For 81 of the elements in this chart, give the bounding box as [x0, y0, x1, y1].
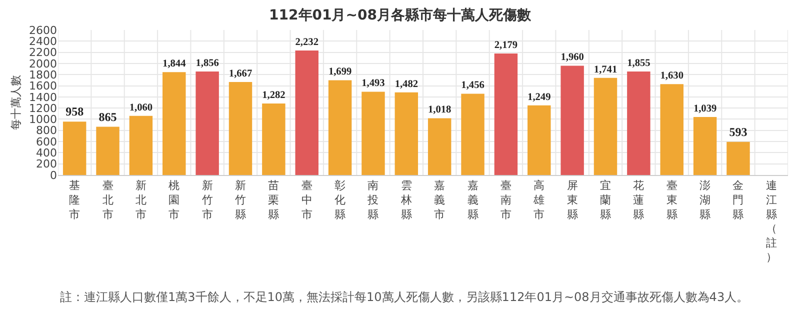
data-label: 1,699: [328, 66, 352, 78]
x-tick-label: 桃園市: [168, 179, 180, 221]
x-tick-label: 新竹縣: [235, 179, 246, 221]
data-label: 1,844: [162, 58, 186, 70]
data-label: 1,630: [660, 70, 684, 82]
data-label: 1,018: [428, 104, 452, 116]
y-tick-label: 2600: [29, 24, 57, 37]
bar: [362, 92, 385, 175]
y-axis-title: 每十萬人數: [10, 75, 23, 130]
x-tick-label: 臺南市: [500, 179, 512, 221]
x-tick-label: 新北市: [135, 179, 146, 221]
x-tick-label: 宜蘭縣: [600, 179, 611, 221]
y-tick-label: 1200: [29, 102, 57, 115]
data-label: 1,456: [461, 80, 484, 92]
x-tick-label: 臺北市: [102, 179, 114, 221]
bar: [693, 117, 717, 175]
x-tick-label: 金門縣: [732, 179, 744, 221]
data-label: 958: [66, 104, 84, 119]
x-tick-label: 屏東縣: [566, 179, 578, 221]
bar: [528, 105, 551, 175]
data-label: 1,667: [228, 68, 252, 80]
bar: [96, 126, 120, 175]
y-tick-label: 2400: [29, 35, 57, 48]
bar: [560, 66, 584, 175]
data-label: 1,856: [196, 58, 219, 69]
y-tick-label: 1000: [29, 113, 57, 126]
x-tick-label: 連江縣（註）: [766, 179, 777, 264]
bar: [627, 72, 650, 175]
x-tick-label: 高雄市: [532, 179, 545, 221]
x-tick-label: 基隆市: [69, 179, 80, 221]
bar: [262, 104, 286, 175]
y-tick-label: 600: [36, 135, 57, 148]
x-tick-label: 雲林縣: [400, 179, 412, 221]
y-tick-label: 200: [36, 158, 57, 171]
x-tick-label: 嘉義市: [434, 179, 446, 221]
y-tick-label: 800: [36, 124, 57, 138]
data-label: 1,493: [362, 78, 385, 90]
bar: [461, 94, 484, 175]
bar: [494, 53, 518, 175]
x-tick-label: 新竹市: [202, 179, 213, 221]
x-tick-label: 臺中市: [301, 179, 312, 221]
bar: [162, 72, 186, 175]
x-tick-label: 彰化縣: [334, 179, 346, 221]
data-label: 1,249: [528, 92, 551, 103]
data-label: 1,741: [594, 64, 618, 76]
y-tick-label: 1800: [29, 68, 57, 82]
y-tick-label: 400: [36, 146, 57, 160]
data-label: 2,179: [494, 40, 518, 51]
x-tick-label: 花蓮縣: [633, 179, 644, 221]
x-tick-label: 南投縣: [366, 179, 379, 221]
x-tick-label: 苗栗縣: [268, 179, 280, 221]
data-label: 1,039: [693, 103, 717, 114]
x-tick-label: 臺東縣: [666, 179, 678, 221]
data-label: 865: [98, 110, 117, 124]
bar: [295, 50, 318, 175]
chart-title: 112年01月~08月各縣市每十萬人死傷數: [269, 6, 532, 24]
data-label: 1,060: [129, 102, 153, 114]
y-tick-label: 2000: [29, 57, 57, 70]
bar: [228, 82, 252, 175]
x-tick-label: 嘉義縣: [467, 179, 478, 221]
bar: [62, 122, 86, 175]
bar: [129, 116, 153, 175]
bar: [660, 84, 684, 175]
bar: [394, 92, 418, 175]
y-tick-label: 1600: [29, 80, 57, 93]
data-label: 1,960: [560, 52, 584, 64]
data-label: 593: [729, 124, 748, 139]
y-tick-label: 0: [50, 168, 57, 182]
y-tick-label: 1400: [29, 90, 57, 104]
bar: [328, 80, 352, 175]
bar: [594, 78, 618, 175]
data-label: 1,482: [394, 78, 418, 90]
data-label: 1,282: [262, 90, 286, 101]
data-label: 2,232: [295, 36, 318, 48]
bar: [428, 118, 452, 175]
bar: [196, 71, 219, 175]
x-tick-label: 澎湖縣: [700, 179, 711, 221]
y-tick-label: 2200: [29, 46, 57, 60]
data-label: 1,855: [627, 58, 650, 69]
text: 註：連江縣人口數僅1萬3千餘人，不足10萬，無法採計每10萬人死傷人數，另該縣112年01月~08月交通事故死傷人數為43人。: [60, 290, 749, 304]
bar: [726, 142, 750, 175]
